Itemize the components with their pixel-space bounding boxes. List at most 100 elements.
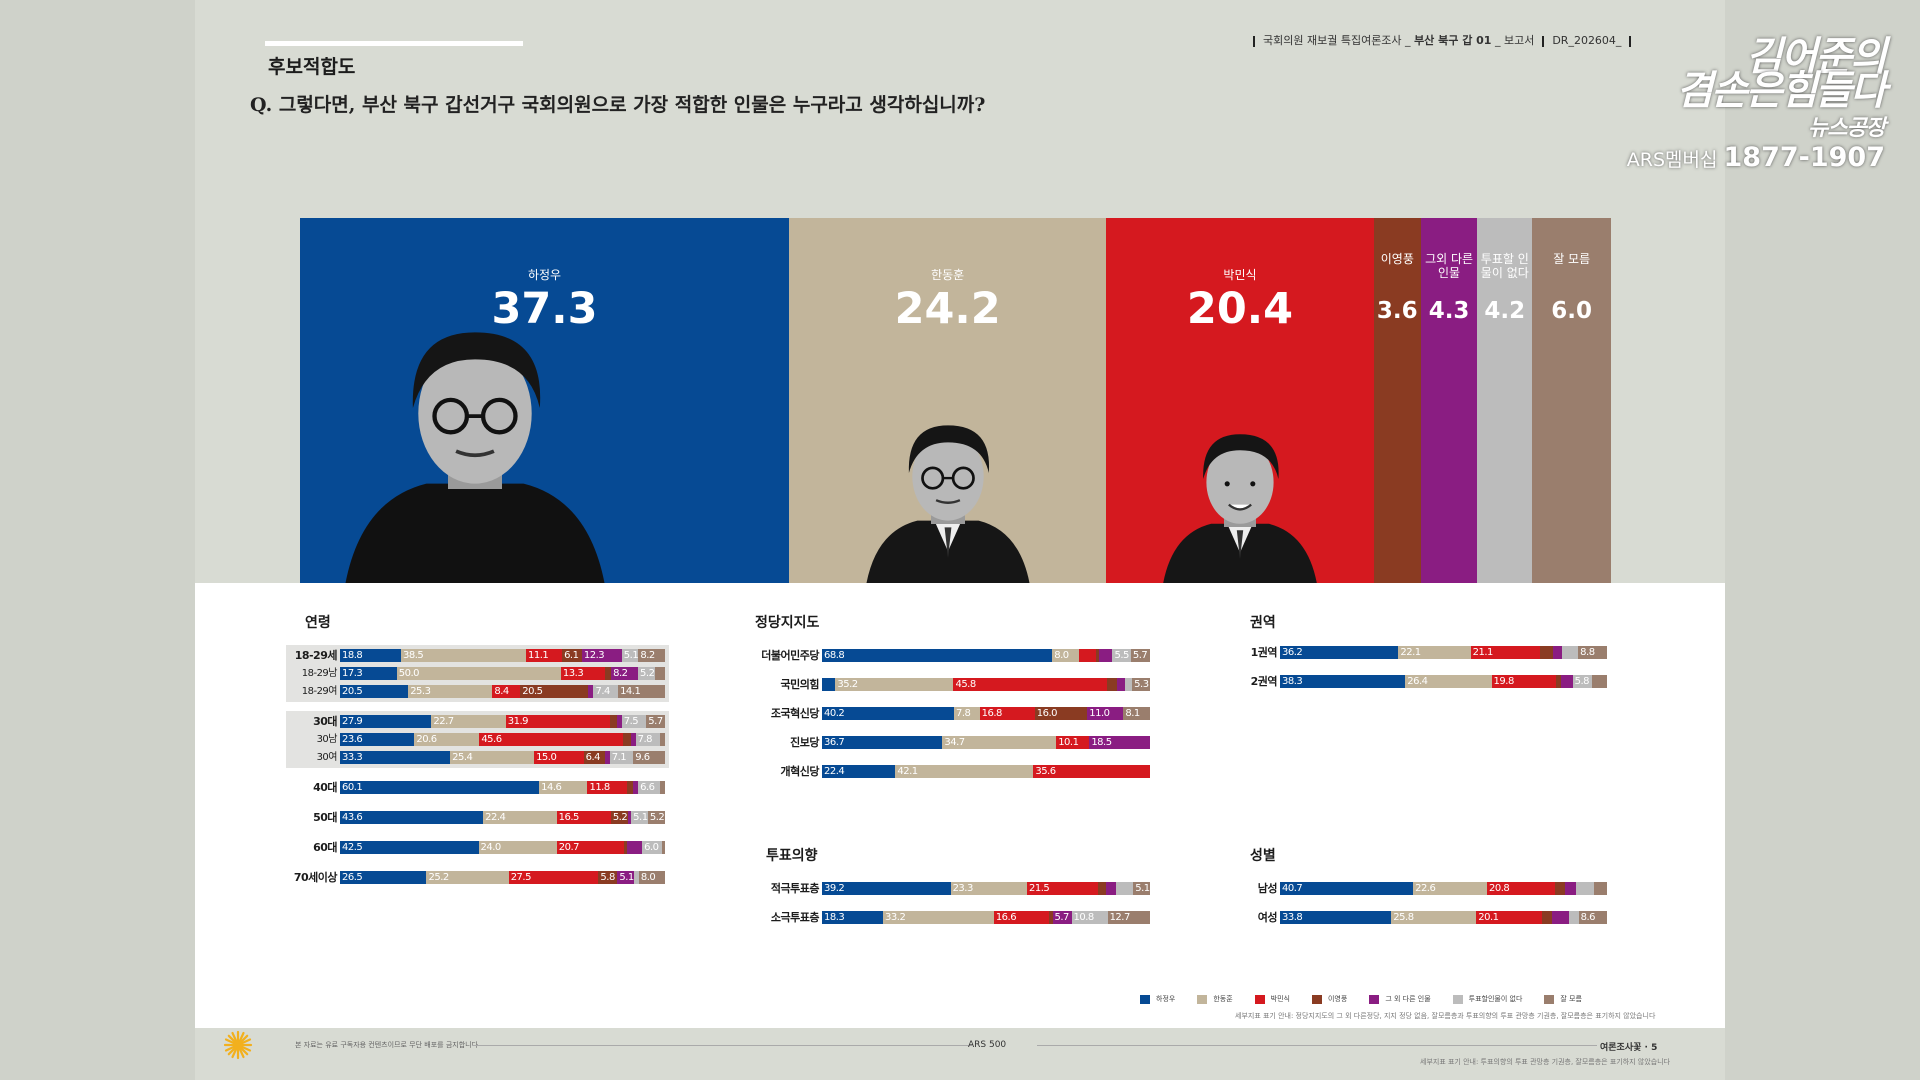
brand-membership: ARS멤버십	[1626, 149, 1718, 171]
bar-segment: 35.2	[835, 678, 954, 691]
stacked-bar: 42.5 24.0 20.7 6.0	[340, 841, 665, 854]
bar-segment: 7.8	[635, 733, 661, 746]
table-row: 여성 33.8 25.8 20.1 8.6	[1258, 910, 1607, 925]
table-row: 소극투표층 18.3 33.2 16.6 5.7 10.8 12.7	[771, 910, 1150, 925]
panel-title: 성별	[1250, 848, 1276, 864]
row-label: 30남	[316, 734, 338, 745]
legend-swatch	[1544, 994, 1555, 1004]
bar-segment: 8.2	[638, 649, 665, 662]
table-row: 진보당 36.7 34.7 10.1 18.5	[790, 735, 1150, 750]
table-row: 개혁신당 22.4 42.1 35.6	[781, 764, 1150, 779]
bar-segment	[633, 781, 639, 794]
bar-segment: 33.3	[340, 751, 451, 764]
bar-segment	[1556, 675, 1562, 688]
meta-divider	[1542, 35, 1545, 47]
stacked-bar: 22.4 42.1 35.6	[822, 765, 1150, 778]
row-label: 30대	[313, 715, 337, 728]
bar-segment: 5.8	[598, 871, 618, 884]
bar-segment: 8.4	[492, 685, 521, 698]
row-label: 1권역	[1250, 646, 1278, 659]
meta-region: 부산 북구 갑 01	[1414, 34, 1492, 47]
bar-segment	[1568, 911, 1579, 924]
table-row: 60대 42.5 24.0 20.7 6.0	[313, 840, 665, 855]
legend-swatch	[1197, 994, 1208, 1004]
candidate-portrait-image	[866, 424, 1030, 583]
panel-title: 투표의향	[766, 848, 818, 864]
bar-segment: 22.1	[1398, 646, 1471, 659]
bar-segment: 36.7	[822, 736, 943, 749]
bar-segment: 25.8	[1391, 911, 1477, 924]
bar-segment: 19.8	[1491, 675, 1557, 688]
row-label: 70세이상	[293, 871, 338, 884]
bar-segment	[822, 678, 836, 691]
bar-segment: 6.6	[638, 781, 660, 794]
bar-segment: 10.8	[1071, 911, 1108, 924]
bar-segment: 12.7	[1107, 911, 1150, 924]
bar-segment: 20.6	[414, 733, 480, 746]
bar-segment: 24.0	[478, 841, 557, 854]
bar-segment: 5.2	[638, 667, 656, 680]
bar-segment	[610, 715, 617, 728]
bar-segment: 7.1	[609, 751, 634, 764]
main-stacked-bar: 하정우 37.3 한동훈 24.2 박민식 20.4 이영풍 3.6 그외 다른인물 4.3 투표할…	[300, 218, 1611, 583]
table-row: 30대 27.9 22.7 31.9 7.5 5.7	[313, 714, 665, 729]
legend: 하정우 한동훈 박민식 이영풍 그 외 다른 인물 투표할인물이 없다 잘 모름	[1140, 993, 1604, 1005]
bar-segment: 10.1	[1056, 736, 1090, 749]
footer-rule-left	[472, 1045, 972, 1046]
bar-segment: 21.5	[1026, 882, 1098, 895]
row-label: 18-29남	[301, 668, 338, 679]
bar-segment: 26.5	[340, 871, 427, 884]
table-row: 30남 23.6 20.6 45.6 7.8	[317, 732, 665, 747]
bar-segment	[1049, 911, 1053, 924]
stacked-bar: 17.3 50.0 13.3 8.2 5.2	[340, 667, 665, 680]
table-row: 2권역 38.3 26.4 19.8 5.8	[1251, 674, 1607, 689]
row-label: 18-29여	[301, 686, 338, 697]
legend-label: 박민식	[1270, 995, 1290, 1003]
stacked-bar: 60.1 14.6 11.8 6.6	[340, 781, 665, 794]
stacked-bar: 18.8 38.5 11.1 6.1 12.3 5.1 8.2	[340, 649, 665, 662]
panel-title: 연령	[305, 615, 331, 631]
bar-segment: 5.7	[1052, 911, 1072, 924]
legend-item: 박민식	[1254, 993, 1290, 1005]
right-margin	[1725, 0, 1920, 1080]
bar-segment	[616, 715, 622, 728]
bar-segment: 5.2	[647, 811, 665, 824]
meta-divider	[1253, 35, 1255, 47]
stacked-bar: 35.2 45.8 5.3	[822, 678, 1150, 691]
table-row: 남성 40.7 22.6 20.8	[1258, 881, 1607, 896]
bar-segment: 34.7	[942, 736, 1057, 749]
bar-segment: 20.5	[520, 685, 589, 698]
candidate-name: 이영풍	[1380, 252, 1414, 266]
candidate-segment-4: 그외 다른인물 4.3	[1420, 218, 1478, 583]
bar-segment: 6.1	[562, 649, 582, 662]
bar-segment	[604, 751, 610, 764]
bar-segment	[1591, 675, 1607, 688]
table-row: 1권역 36.2 22.1 21.1 8.8	[1251, 645, 1607, 660]
legend-swatch	[1311, 994, 1322, 1004]
bar-segment: 9.6	[633, 751, 665, 764]
legend-swatch	[1452, 994, 1463, 1004]
bar-segment: 6.0	[642, 841, 662, 854]
bar-segment: 5.3	[1132, 678, 1150, 691]
stacked-bar: 33.3 25.4 15.0 6.4 7.1 9.6	[340, 751, 665, 764]
table-row: 더불어민주당 68.8 8.0 5.5 5.7	[761, 648, 1150, 663]
bar-segment: 8.2	[611, 667, 639, 680]
bar-segment	[1561, 675, 1573, 688]
bar-segment: 6.4	[583, 751, 605, 764]
legend-note: 세부지표 표기 안내: 정당지지도의 그 외 다른정당, 지지 정당 없음, 잘…	[1235, 1012, 1656, 1020]
bar-segment: 20.1	[1476, 911, 1543, 924]
table-row: 40대 60.1 14.6 11.8 6.6	[313, 780, 665, 795]
bar-segment	[1552, 911, 1569, 924]
bar-segment	[626, 781, 634, 794]
bar-segment: 5.2	[610, 811, 628, 824]
footer-note: 세부지표 표기 안내: 투표의향의 투표 관망층 기권층, 잘모름층은 표기하지…	[1420, 1058, 1671, 1066]
bar-segment: 22.4	[483, 811, 557, 824]
bar-segment: 38.3	[1280, 675, 1406, 688]
stacked-bar: 36.2 22.1 21.1 8.8	[1280, 646, 1607, 659]
legend-item: 투표할인물이 없다	[1452, 993, 1522, 1005]
stacked-bar: 27.9 22.7 31.9 7.5 5.7	[340, 715, 665, 728]
bar-segment	[1117, 678, 1126, 691]
candidate-name: 그외 다른인물	[1425, 252, 1474, 280]
candidate-name: 하정우	[527, 268, 562, 282]
